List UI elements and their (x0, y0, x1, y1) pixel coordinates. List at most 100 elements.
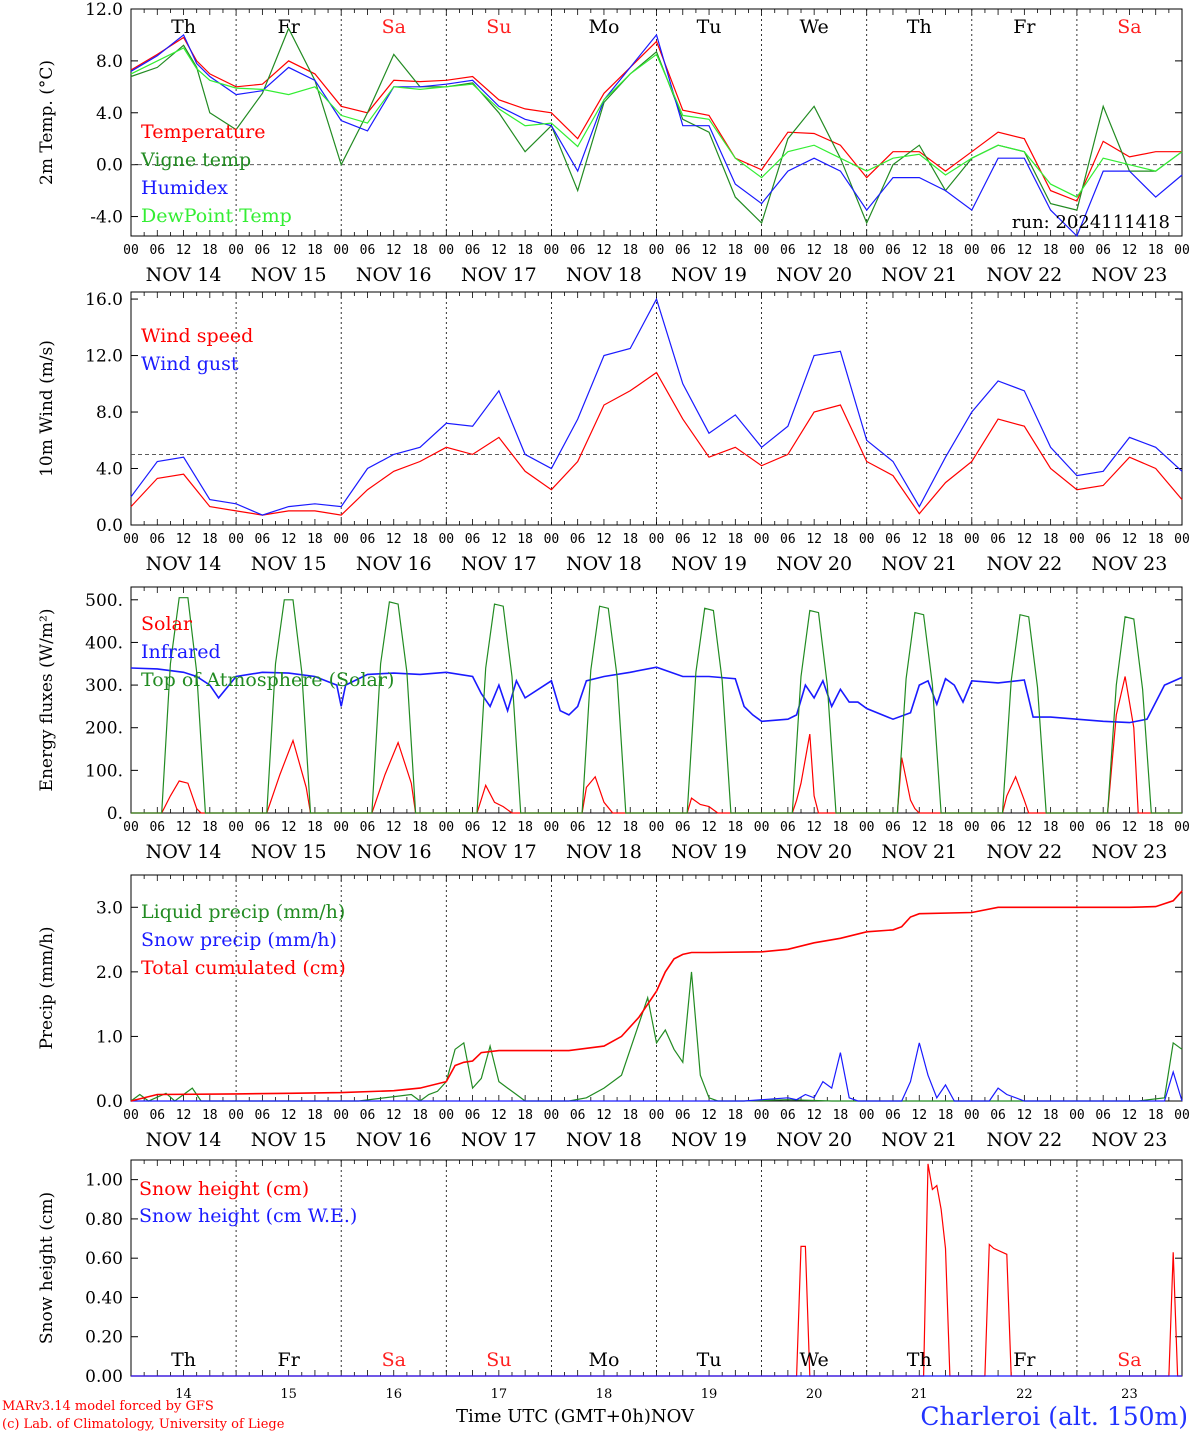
date-label: NOV 19 (671, 841, 747, 863)
hour-tick-label: 12 (1122, 243, 1138, 258)
day-number-label: 14 (175, 1387, 192, 1402)
hour-tick-label: 18 (1148, 1108, 1164, 1123)
hour-tick-label: 12 (386, 1108, 402, 1123)
hour-tick-label: 00 (964, 820, 980, 835)
series-line-infrared (130, 666, 1183, 724)
legend-entry: Solar (141, 613, 193, 635)
hour-tick-label: 12 (596, 820, 612, 835)
date-label: NOV 15 (251, 553, 327, 575)
hour-tick-label: 06 (255, 532, 271, 547)
date-label: NOV 20 (776, 841, 852, 863)
hour-tick-label: 00 (1174, 1108, 1190, 1123)
hour-tick-label: 12 (911, 532, 927, 547)
date-label: NOV 16 (356, 841, 432, 863)
hour-tick-label: 12 (281, 243, 297, 258)
hour-tick-label: 12 (806, 1108, 822, 1123)
weekday-label: Mo (588, 16, 619, 38)
weekday-label: Su (486, 16, 511, 38)
hour-tick-label: 12 (806, 243, 822, 258)
date-label: NOV 19 (671, 264, 747, 286)
hour-tick-label: 06 (255, 243, 271, 258)
date-label: NOV 16 (356, 553, 432, 575)
legend-entry: Temperature (141, 121, 265, 143)
date-label: NOV 15 (251, 1129, 327, 1151)
date-label: NOV 17 (461, 841, 537, 863)
hour-tick-label: 06 (780, 1108, 796, 1123)
hour-tick-label: 00 (123, 243, 139, 258)
hour-tick-label: 06 (360, 820, 376, 835)
y-tick-label: 0.0 (96, 516, 123, 536)
date-label: NOV 18 (566, 264, 642, 286)
hour-tick-label: 06 (1095, 1108, 1111, 1123)
time-axis-label: Time UTC (GMT+0h)NOV (456, 1406, 694, 1427)
hour-tick-label: 12 (806, 820, 822, 835)
date-label: NOV 17 (461, 553, 537, 575)
weekday-label: Sa (382, 1349, 406, 1371)
y-tick-label: 4.0 (96, 104, 123, 124)
hour-tick-label: 18 (517, 243, 533, 258)
hour-tick-label: 00 (1069, 820, 1085, 835)
hour-tick-label: 06 (675, 243, 691, 258)
hour-tick-label: 00 (333, 532, 349, 547)
day-number-label: 21 (911, 1387, 928, 1402)
hour-tick-label: 18 (202, 243, 218, 258)
hour-tick-label: 06 (990, 532, 1006, 547)
run-label: run: 2024111418 (1012, 212, 1170, 233)
y-tick-label: 8.0 (96, 52, 123, 72)
hour-tick-label: 18 (938, 820, 954, 835)
hour-tick-label: 12 (281, 1108, 297, 1123)
hour-tick-label: 06 (1095, 532, 1111, 547)
hour-tick-label: 18 (938, 532, 954, 547)
hour-tick-label: 12 (386, 243, 402, 258)
hour-tick-label: 00 (438, 820, 454, 835)
hour-tick-label: 06 (465, 243, 481, 258)
hour-tick-label: 12 (491, 820, 507, 835)
time-label: Time UTC (GMT+0h) (456, 1406, 651, 1427)
hour-tick-label: 00 (859, 243, 875, 258)
hour-tick-label: 12 (701, 820, 717, 835)
hour-tick-label: 00 (649, 532, 665, 547)
series-line-wind-speed (130, 371, 1183, 516)
hour-tick-label: 06 (360, 243, 376, 258)
hour-tick-label: 12 (281, 820, 297, 835)
hour-tick-label: 12 (701, 243, 717, 258)
model-label: MARv3.14 model forced by GFS (2, 1399, 214, 1414)
weekday-label: Sa (1117, 16, 1141, 38)
hour-tick-label: 00 (1174, 820, 1190, 835)
hour-tick-label: 00 (228, 532, 244, 547)
hour-tick-label: 00 (964, 532, 980, 547)
hour-tick-label: 06 (149, 1108, 165, 1123)
weekday-label: We (800, 1349, 829, 1371)
date-label: NOV 20 (776, 1129, 852, 1151)
lab-credit: (c) Lab. of Climatology, University of L… (2, 1417, 285, 1432)
hour-tick-label: 00 (123, 532, 139, 547)
legend-entry: DewPoint Temp (141, 205, 292, 227)
date-label: NOV 18 (566, 553, 642, 575)
hour-tick-label: 06 (570, 820, 586, 835)
y-tick-label: 3.0 (96, 898, 123, 918)
day-number-label: 17 (491, 1387, 508, 1402)
hour-tick-label: 12 (806, 532, 822, 547)
day-number-label: 16 (385, 1387, 402, 1402)
hour-tick-label: 12 (596, 1108, 612, 1123)
hour-tick-label: 18 (202, 820, 218, 835)
hour-tick-label: 06 (570, 1108, 586, 1123)
date-label: NOV 23 (1092, 1129, 1168, 1151)
series-line-humidex (130, 33, 1183, 238)
hour-tick-label: 00 (438, 243, 454, 258)
hour-tick-label: 18 (1043, 243, 1059, 258)
date-label: NOV 21 (881, 1129, 957, 1151)
hour-tick-label: 12 (1122, 532, 1138, 547)
hour-tick-label: 12 (1122, 820, 1138, 835)
weekday-label: Fr (278, 1349, 301, 1371)
weekday-label: Fr (1013, 1349, 1036, 1371)
hour-tick-label: 18 (307, 243, 323, 258)
hour-tick-label: 00 (1174, 532, 1190, 547)
hour-tick-label: 06 (1095, 820, 1111, 835)
hour-tick-label: 06 (149, 243, 165, 258)
hour-tick-label: 12 (911, 820, 927, 835)
hour-tick-label: 18 (938, 243, 954, 258)
date-label: NOV 22 (986, 1129, 1062, 1151)
hour-tick-label: 00 (228, 1108, 244, 1123)
hour-tick-label: 18 (1148, 532, 1164, 547)
